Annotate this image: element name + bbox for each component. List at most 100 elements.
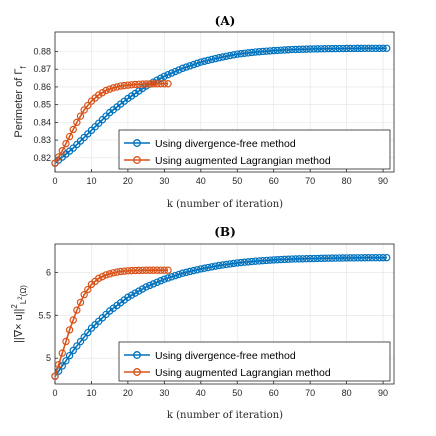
panel-b-point-orange [120,267,128,275]
panel-a-point-blue [182,63,190,71]
panel-b-point-blue [200,264,209,272]
panel-a-point-blue [302,45,311,53]
panel-a-point-orange [113,83,121,91]
panel-b-legend-blue-marker [133,351,141,359]
panel-a-xtick-label: 80 [342,176,352,186]
panel-a-point-blue [383,44,391,53]
panel-a-point-blue [368,44,376,53]
panel-a-xtick-label: 70 [305,176,315,186]
panel-b-point-blue [277,255,285,264]
panel-a-xtick-label: 30 [159,176,169,186]
panel-a-point-blue [240,49,249,58]
panel-b-point-orange [113,268,121,276]
panel-a-point-orange [124,81,132,89]
panel-a-legend-label-blue: Using divergence-free method [155,138,296,150]
panel-a-point-orange [135,80,143,88]
panel-a-point-orange [84,101,92,110]
panel-b-point-orange [127,266,136,275]
panel-a-point-orange [120,81,128,90]
panel-b-point-blue [364,254,373,262]
panel-b-point-blue [372,253,380,262]
panel-a-point-blue [200,57,209,65]
panel-a-point-blue [167,69,176,77]
panel-a-point-blue [244,49,252,57]
panel-b-point-orange [98,272,107,281]
panel-b-point-blue [84,328,92,337]
panel-a-point-blue [208,55,216,64]
panel-b-point-orange [95,274,103,283]
panel-a-legend-label-orange: Using augmented Lagrangian method [155,155,331,167]
panel-a-point-orange [76,112,85,120]
panel-a-point-blue [259,47,267,56]
panel-b-point-blue [149,280,158,288]
panel-a-point-blue [310,45,318,53]
panel-b-point-blue [313,254,322,263]
panel-b-xtick-label: 70 [305,388,315,398]
panel-b-point-orange [58,349,66,357]
panel-b-point-blue [321,254,329,262]
panel-b-point-blue [80,333,88,341]
panel-b-point-blue [259,256,267,265]
panel-b-point-blue [368,254,376,262]
panel-a-point-blue [266,47,274,55]
panel-a-point-blue [288,45,296,54]
panel-b-point-blue [335,254,344,262]
panel-a-ytick-label: 0.84 [33,117,51,127]
panel-b-point-blue [288,255,296,263]
panel-b-ticks: 0 10 20 30 40 50 60 70 80 90 5 5.5 6 [38,267,388,398]
panel-b-point-orange [124,267,132,275]
panel-a-legend: Using divergence-free method Using augme… [118,129,391,170]
panel-b-xtick-label: 50 [232,388,242,398]
panel-b-xtick-label: 0 [52,388,57,398]
panel-a-title: (A) [215,14,236,28]
panel-a-point-blue [255,48,263,56]
panel-a-point-orange [62,139,70,148]
panel-b-point-blue [164,274,172,282]
panel-b-point-blue [328,254,336,262]
panel-b-xtick-label: 20 [123,388,133,398]
panel-b-point-blue [146,281,154,290]
panel-b-point-blue [157,277,165,285]
panel-b-point-blue [270,256,278,264]
panel-b-legend-box [118,341,391,382]
panel-b-point-blue [291,255,300,263]
panel-a-point-orange [127,81,136,89]
panel-a-point-orange [138,80,147,88]
panel-b-point-blue [273,256,282,264]
panel-a-point-blue [321,45,329,53]
panel-b-point-blue [160,275,169,283]
panel-a-point-orange [54,153,63,161]
panel-a-point-blue [262,47,271,55]
panel-a-ytick-label: 0.86 [33,82,51,92]
panel-a-point-blue [331,44,340,53]
panel-b-point-blue [295,255,303,263]
panel-a-point-blue [186,62,194,70]
panel-b-point-orange [157,266,165,274]
panel-b-point-blue [167,273,176,281]
panel-a-point-blue [375,44,384,53]
panel-b-point-blue [73,342,81,350]
panel-a-xtick-label: 50 [232,176,242,186]
panel-b-point-orange [164,266,172,274]
panel-b-point-blue [138,285,147,293]
panel-a-point-blue [277,46,285,54]
panel-a-point-blue [171,67,179,76]
panel-b-point-blue [280,255,289,264]
panel-b-xtick-label: 10 [86,388,96,398]
panel-a-point-blue [339,44,347,53]
panel-a-point-blue [251,48,260,56]
panel-a-point-blue [211,54,220,63]
panel-b-point-blue [383,253,391,262]
panel-a-point-blue [364,44,373,53]
panel-b-point-blue [379,253,387,262]
panel-b-point-blue [310,254,318,263]
panel-b-point-blue [189,266,198,275]
panel-b: (B) 0 10 20 30 40 50 60 70 80 90 5 5.5 6 k (number o… [10,225,395,421]
panel-b-point-blue [302,254,311,263]
panel-b-point-orange [80,290,88,299]
panel-a-point-blue [273,46,282,55]
panel-a-point-orange [131,80,139,89]
panel-a-ytick-label: 0.85 [33,100,51,110]
panel-b-point-orange [149,266,158,274]
panel-b-point-orange [65,326,74,334]
